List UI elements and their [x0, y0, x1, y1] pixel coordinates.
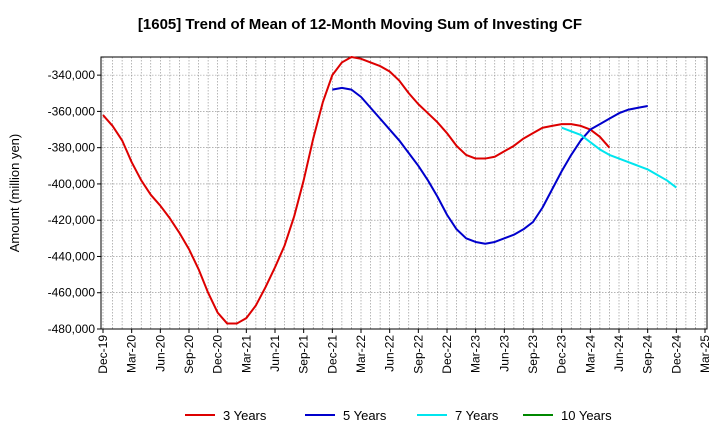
x-tick-label: Mar-24 — [583, 335, 597, 373]
x-tick-label: Dec-21 — [325, 335, 339, 374]
legend-label: 3 Years — [223, 408, 267, 423]
y-tick-label: -420,000 — [48, 213, 96, 227]
y-axis-label: Amount (million yen) — [7, 134, 22, 253]
series-line — [102, 56, 611, 325]
x-axis-ticks: Dec-19 Mar-20 Jun-20 Sep-20 Dec-20 Mar-21 Jun-… — [96, 329, 712, 374]
legend: 3 Years 5 Years 7 Years 10 Years — [185, 408, 612, 423]
y-tick-label: -480,000 — [48, 322, 96, 336]
plot-frame — [100, 56, 708, 330]
x-tick-label: Jun-24 — [612, 335, 626, 372]
x-tick-label: Dec-23 — [555, 335, 569, 374]
y-tick-label: -340,000 — [48, 68, 96, 82]
x-tick-label: Sep-24 — [641, 335, 655, 374]
series-line — [561, 126, 677, 189]
y-tick-label: -400,000 — [48, 177, 96, 191]
vertical-gridlines — [102, 57, 706, 329]
x-tick-label: Mar-22 — [354, 335, 368, 373]
x-tick-label: Jun-21 — [268, 335, 282, 372]
series-line — [332, 86, 648, 245]
x-tick-label: Sep-21 — [297, 335, 311, 374]
x-tick-label: Sep-20 — [182, 335, 196, 374]
x-tick-label: Mar-21 — [239, 335, 253, 373]
x-tick-label: Dec-20 — [211, 335, 225, 374]
x-tick-label: Mar-25 — [698, 335, 712, 373]
y-axis-ticks: -340,000 -360,000 -380,000 -400,000 -420,000… — [48, 68, 101, 336]
x-tick-label: Sep-22 — [411, 335, 425, 374]
y-tick-label: -360,000 — [48, 104, 96, 118]
x-tick-label: Jun-23 — [497, 335, 511, 372]
x-tick-label: Mar-23 — [469, 335, 483, 373]
x-tick-label: Mar-20 — [125, 335, 139, 373]
x-tick-label: Dec-22 — [440, 335, 454, 374]
x-tick-label: Sep-23 — [526, 335, 540, 374]
y-tick-label: -380,000 — [48, 141, 96, 155]
x-tick-label: Jun-20 — [153, 335, 167, 372]
chart-title: [1605] Trend of Mean of 12-Month Moving … — [138, 16, 582, 33]
series-lines — [102, 56, 677, 325]
x-tick-label: Jun-22 — [383, 335, 397, 372]
y-tick-label: -460,000 — [48, 286, 96, 300]
plot-area — [101, 57, 707, 329]
x-tick-label: Dec-19 — [96, 335, 110, 374]
legend-label: 7 Years — [455, 408, 499, 423]
y-tick-label: -440,000 — [48, 249, 96, 263]
x-tick-label: Dec-24 — [669, 335, 683, 374]
legend-label: 5 Years — [343, 408, 387, 423]
legend-label: 10 Years — [561, 408, 612, 423]
